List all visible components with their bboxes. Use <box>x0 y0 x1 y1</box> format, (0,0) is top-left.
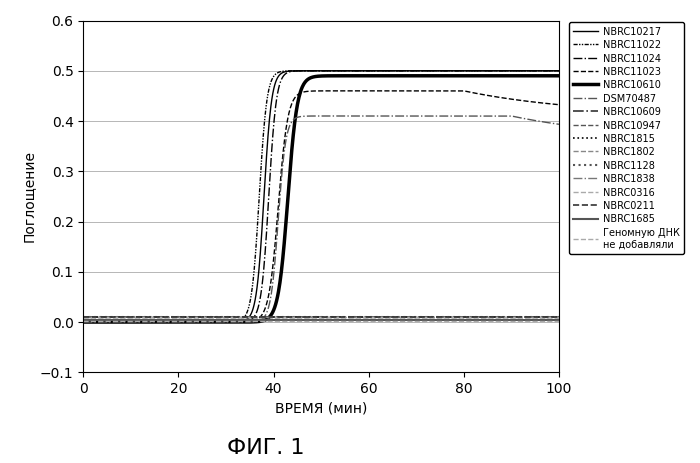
X-axis label: ВРЕМЯ (мин): ВРЕМЯ (мин) <box>275 401 368 416</box>
Legend: NBRC10217, NBRC11022, NBRC11024, NBRC11023, NBRC10610, DSM70487, NBRC10609, NBRC: NBRC10217, NBRC11022, NBRC11024, NBRC110… <box>568 22 685 254</box>
Text: ФИГ. 1: ФИГ. 1 <box>228 438 304 458</box>
Y-axis label: Поглощение: Поглощение <box>22 150 36 243</box>
